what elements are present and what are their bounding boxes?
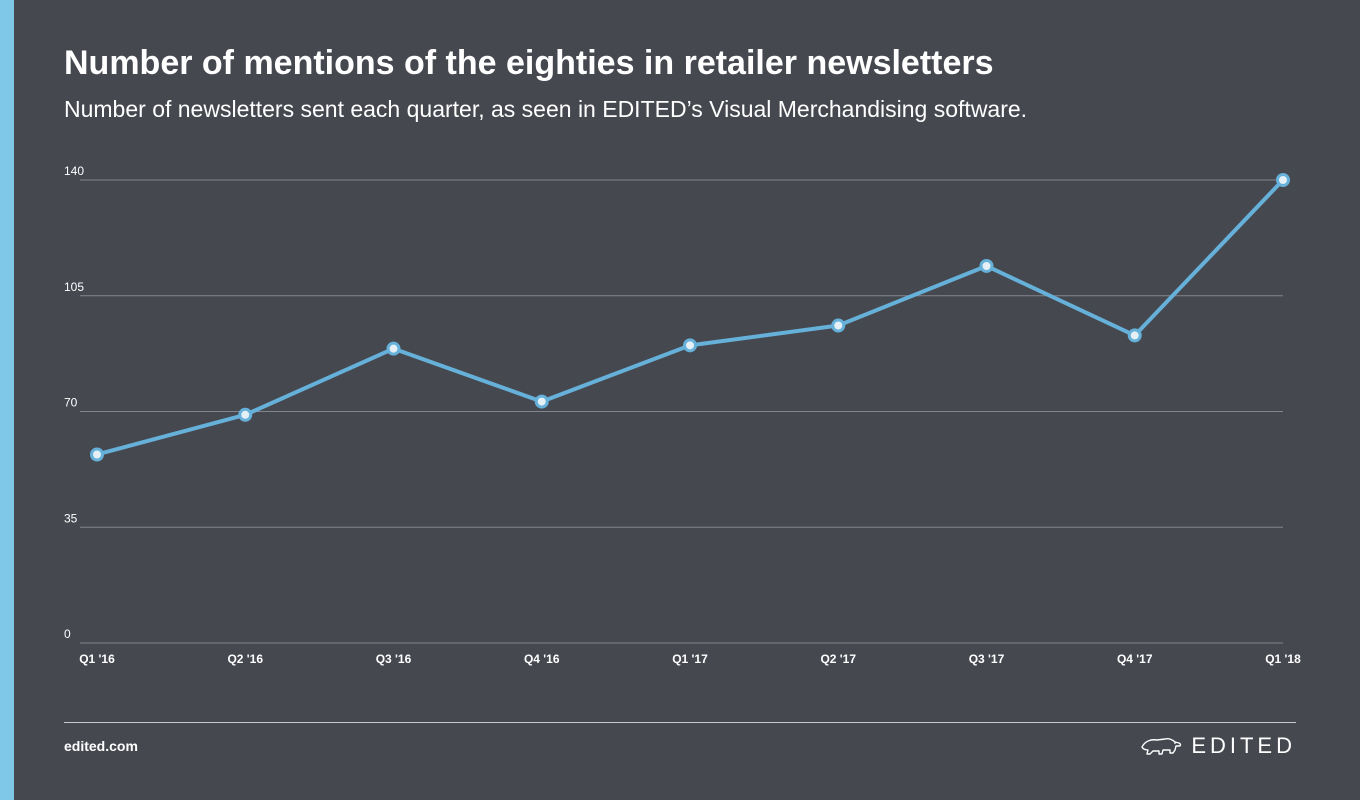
y-axis-ticks: 0 35 70 105 140: [64, 164, 84, 641]
x-tick-label: Q1 '16: [79, 652, 115, 666]
x-tick-label: Q4 '17: [1117, 652, 1153, 666]
y-tick-label: 0: [64, 627, 71, 641]
gridlines: [80, 179, 1283, 644]
footer-url: edited.com: [64, 738, 138, 754]
data-point: [238, 407, 253, 422]
x-tick-label: Q1 '18: [1265, 652, 1301, 666]
y-tick-label: 105: [64, 280, 84, 294]
data-point: [683, 338, 697, 353]
data-point: [534, 394, 549, 409]
polar-bear-icon: [1141, 738, 1182, 755]
data-point: [1276, 173, 1290, 187]
x-tick-label: Q2 '16: [227, 652, 263, 666]
x-tick-label: Q1 '17: [672, 652, 708, 666]
data-point: [979, 258, 994, 273]
data-point: [831, 318, 846, 333]
series-newsletters: [90, 173, 1290, 462]
y-tick-label: 140: [64, 164, 84, 178]
brand-logo-group: EDITED: [1139, 733, 1296, 759]
x-tick-label: Q3 '17: [969, 652, 1005, 666]
x-axis-ticks: Q1 '16 Q2 '16 Q3 '16 Q4 '16 Q1 '17 Q2 '17 Q3 '…: [79, 652, 1301, 666]
data-point: [1127, 328, 1142, 343]
brand-name: EDITED: [1191, 733, 1296, 758]
accent-bar: [0, 0, 14, 800]
x-tick-label: Q2 '17: [820, 652, 856, 666]
y-tick-label: 70: [64, 396, 78, 410]
y-tick-label: 35: [64, 511, 78, 525]
chart-subtitle: Number of newsletters sent each quarter,…: [64, 96, 1028, 122]
chart-title: Number of mentions of the eighties in re…: [64, 44, 994, 82]
data-point: [386, 341, 401, 356]
footer-divider: [64, 722, 1296, 723]
series-line: [95, 178, 1285, 457]
data-point: [90, 447, 104, 462]
x-tick-label: Q4 '16: [524, 652, 560, 666]
x-tick-label: Q3 '16: [376, 652, 412, 666]
